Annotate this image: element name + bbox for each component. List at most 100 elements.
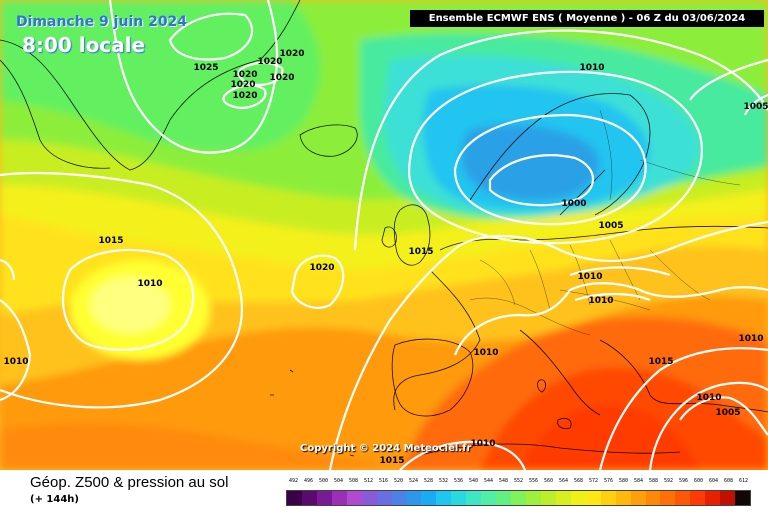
isobar-1010-west <box>0 299 32 402</box>
coastlines <box>0 0 768 457</box>
scale-value-label: 540 <box>468 478 479 484</box>
scale-swatch <box>600 491 616 505</box>
isobar-label: 1010 <box>137 279 162 289</box>
scale-value-label: 604 <box>708 478 719 484</box>
isobar-1010-turkey <box>648 381 768 470</box>
isobars <box>0 0 768 470</box>
scale-swatch <box>421 491 437 505</box>
scale-value-label: 524 <box>408 478 419 484</box>
scale-swatch <box>705 491 721 505</box>
scale-swatch <box>690 491 706 505</box>
scale-swatch <box>735 491 751 505</box>
isobar-label: 1000 <box>561 199 586 209</box>
scale-value-label: 612 <box>738 478 749 484</box>
scale-swatch <box>331 491 347 505</box>
scale-swatch <box>660 491 676 505</box>
isobar-label: 1005 <box>598 221 623 231</box>
scale-value-label: 596 <box>678 478 689 484</box>
scale-swatch <box>301 491 317 505</box>
local-time-label: 8:00 locale <box>22 33 146 57</box>
copyright-text: Copyright © 2024 Meteociel.fr <box>300 443 472 454</box>
scale-swatch <box>645 491 661 505</box>
isobar-label: 1020 <box>232 70 257 80</box>
isobar-label: 1025 <box>193 63 218 73</box>
color-scale-labels: 492 496 500 504 508 512 516 520 524 528 532 536 540 5… <box>286 478 751 488</box>
isobar-label: 1020 <box>232 91 257 101</box>
scale-value-label: 572 <box>588 478 599 484</box>
isobar-label: 1020 <box>309 263 334 273</box>
isobar-labels: 1025 1020 1020 1020 1020 1020 1020 1010 … <box>3 49 768 466</box>
isobar-1005-low <box>453 113 647 226</box>
isobar-label: 1020 <box>269 73 294 83</box>
scale-value-label: 580 <box>618 478 629 484</box>
date-label: Dimanche 9 juin 2024 <box>16 14 188 30</box>
scale-swatch <box>720 491 736 505</box>
scale-value-label: 544 <box>483 478 494 484</box>
isobar-label: 1015 <box>648 357 673 367</box>
scale-value-label: 576 <box>603 478 614 484</box>
scale-value-label: 520 <box>393 478 404 484</box>
scale-swatch <box>376 491 392 505</box>
isobar-1015-outer <box>353 29 768 251</box>
scale-swatch <box>615 491 631 505</box>
scale-swatch <box>570 491 586 505</box>
scale-swatch <box>555 491 571 505</box>
scale-value-label: 592 <box>663 478 674 484</box>
isobar-label: 1015 <box>408 247 433 257</box>
scale-swatch <box>526 491 541 505</box>
scale-value-label: 568 <box>573 478 584 484</box>
isobar-1015-atlantic <box>0 171 243 409</box>
scale-value-label: 504 <box>333 478 344 484</box>
scale-value-label: 536 <box>453 478 464 484</box>
isobar-1020-greenland <box>108 0 279 154</box>
scale-swatch <box>406 491 422 505</box>
weather-map: 1025 1020 1020 1020 1020 1020 1020 1010 … <box>0 0 768 470</box>
scale-value-label: 556 <box>528 478 539 484</box>
scale-swatch <box>496 491 512 505</box>
isobar-1010-low <box>408 70 703 245</box>
scale-swatch <box>391 491 407 505</box>
scale-swatch <box>287 491 302 505</box>
isobar-1015-balkans <box>598 347 768 470</box>
isobar-label: 1015 <box>98 236 123 246</box>
scale-value-label: 600 <box>693 478 704 484</box>
scale-value-label: 528 <box>423 478 434 484</box>
scale-swatch <box>630 491 646 505</box>
scale-swatch <box>675 491 691 505</box>
scale-swatch <box>540 491 556 505</box>
scale-swatch <box>436 491 452 505</box>
scale-value-label: 584 <box>633 478 644 484</box>
isobar-label: 1010 <box>470 439 495 449</box>
scale-swatch <box>361 491 377 505</box>
scale-value-label: 508 <box>348 478 359 484</box>
isobar-label: 1015 <box>379 456 404 466</box>
isobar-1000 <box>488 154 594 207</box>
isobar-1010-europe <box>453 282 768 356</box>
scale-value-label: 564 <box>558 478 569 484</box>
isobar-label: 1005 <box>715 408 740 418</box>
isobar-1005-east <box>743 93 768 116</box>
isobar-label: 1010 <box>696 393 721 403</box>
color-scale-bar <box>286 490 751 506</box>
scale-swatch <box>466 491 482 505</box>
geopotential-field <box>0 0 768 470</box>
scale-value-label: 608 <box>723 478 734 484</box>
isobar-label: 1010 <box>577 272 602 282</box>
legend-subtitle: (+ 144h) <box>30 494 79 505</box>
isobar-label: 1010 <box>579 63 604 73</box>
isobar-label: 1010 <box>3 357 28 367</box>
scale-value-label: 588 <box>648 478 659 484</box>
isobar-1005-turkey <box>679 396 768 436</box>
isobar-1020-small <box>290 254 345 309</box>
scale-swatch <box>346 491 362 505</box>
scale-swatch <box>451 491 467 505</box>
scale-value-label: 512 <box>363 478 374 484</box>
scale-swatch <box>585 491 601 505</box>
isobar-label: 1010 <box>473 348 498 358</box>
isobar-1010-atlantic <box>61 248 195 351</box>
isobar-label: 1020 <box>279 49 304 59</box>
isobar-label: 1010 <box>588 296 613 306</box>
scale-value-label: 496 <box>303 478 314 484</box>
model-header: Ensemble ECMWF ENS ( Moyenne ) - 06 Z du… <box>410 10 764 27</box>
scale-value-label: 552 <box>513 478 524 484</box>
